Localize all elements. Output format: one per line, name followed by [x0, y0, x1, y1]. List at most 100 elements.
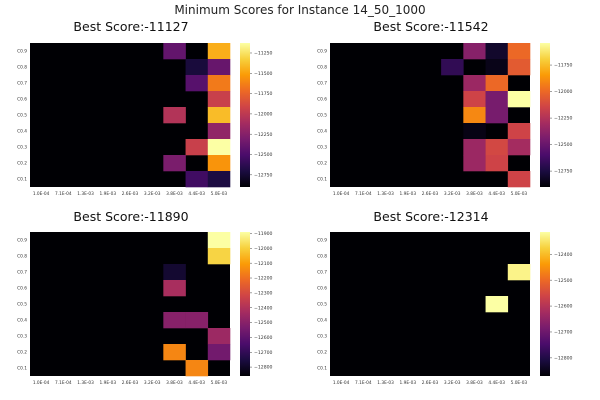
x-tick-label: 3.8E-03 [466, 191, 483, 197]
heatmap-cell [163, 344, 186, 361]
heatmap-cell [207, 43, 231, 60]
panel-title: Best Score:-11890 [73, 209, 188, 224]
heatmap-cell [185, 59, 209, 76]
colorbar-tick-label: −12700 [254, 350, 273, 356]
heatmap-cell [207, 75, 231, 92]
x-tick-label: 5.0E-03 [511, 380, 528, 386]
y-tick-label: C0.2 [317, 350, 327, 356]
heatmap-cell [185, 360, 209, 377]
x-tick-label: 5.0E-03 [211, 380, 228, 386]
heatmap-cell [163, 107, 186, 124]
heatmap-cell [207, 139, 231, 156]
panel-title: Best Score:-12314 [373, 209, 488, 224]
heatmap-cell [463, 43, 486, 60]
heatmap-cell [163, 280, 186, 297]
x-tick-label: 1.0E-04 [333, 191, 350, 197]
x-tick-label: 1.3E-03 [377, 191, 394, 197]
y-tick-label: C0.7 [317, 270, 327, 276]
heatmap-cell [463, 107, 486, 124]
heatmap-cell [463, 123, 486, 140]
x-tick-label: 7.1E-04 [55, 191, 72, 197]
x-tick-label: 7.1E-04 [55, 380, 72, 386]
heatmap-cell [485, 139, 509, 156]
heatmap-cell [485, 59, 509, 76]
colorbar-tick-label: −11900 [254, 231, 273, 237]
y-tick-label: C0.7 [17, 81, 27, 87]
colorbar-tick-label: −12500 [254, 320, 273, 326]
y-tick-label: C0.9 [317, 49, 327, 55]
colorbar-tick-label: −12000 [554, 89, 573, 95]
y-tick-label: C0.6 [317, 286, 327, 292]
x-tick-label: 5.0E-03 [211, 191, 228, 197]
heatmap-cell [207, 328, 231, 345]
x-tick-label: 4.4E-03 [488, 380, 505, 386]
y-tick-label: C0.4 [17, 129, 27, 135]
colorbar-tick-label: −12600 [254, 335, 273, 341]
y-tick-label: C0.7 [317, 81, 327, 87]
colorbar [240, 232, 250, 376]
panel-title: Best Score:-11127 [73, 19, 188, 34]
x-tick-label: 1.9E-03 [99, 380, 116, 386]
colorbar-tick-label: −12500 [254, 152, 273, 158]
x-tick-label: 3.8E-03 [166, 380, 183, 386]
heatmap-cell [185, 171, 209, 188]
colorbar-tick-label: −12100 [254, 261, 273, 267]
heatmap-cell [163, 264, 186, 281]
colorbar-tick-label: −12250 [554, 116, 573, 122]
heatmap-cell [207, 59, 231, 76]
heatmap-cell [485, 91, 509, 108]
heatmap-cell [441, 59, 464, 76]
heatmap-panel-1: Best Score:-11127 C0.9 C0.8 C0.7 C0.6 C0.5 C0.… [17, 19, 272, 197]
y-tick-label: C0.8 [317, 254, 327, 260]
y-tick-label: C0.5 [317, 302, 327, 308]
x-tick-label: 1.3E-03 [77, 191, 94, 197]
heatmap-cell [485, 155, 509, 172]
x-tick-label: 3.2E-03 [444, 191, 461, 197]
figure-title: Minimum Scores for Instance 14_50_1000 [174, 3, 425, 17]
heatmap-cell [463, 139, 486, 156]
heatmap-cell [485, 43, 509, 60]
y-tick-label: C0.4 [317, 318, 327, 324]
colorbar-tick-label: −12800 [554, 355, 573, 361]
colorbar-tick-label: −11500 [254, 71, 273, 77]
x-tick-label: 7.1E-04 [355, 191, 372, 197]
x-tick-label: 3.2E-03 [444, 380, 461, 386]
y-tick-label: C0.8 [317, 65, 327, 71]
colorbar-tick-label: −12750 [554, 169, 573, 175]
colorbar-tick-label: −12250 [254, 132, 273, 138]
y-tick-label: C0.4 [317, 129, 327, 135]
colorbar-tick-label: −11250 [254, 51, 273, 57]
heatmap-cell [207, 248, 231, 265]
y-tick-label: C0.3 [17, 334, 27, 340]
colorbar-tick-label: −12600 [554, 304, 573, 310]
colorbar-tick-label: −11750 [554, 63, 573, 69]
heatmap-cell [207, 344, 231, 361]
colorbar [540, 232, 550, 376]
x-tick-label: 1.9E-03 [399, 380, 416, 386]
heatmap-cell [485, 107, 509, 124]
heatmap-cell [185, 139, 209, 156]
heatmap-cell [207, 91, 231, 108]
x-tick-label: 3.8E-03 [166, 191, 183, 197]
x-tick-label: 3.8E-03 [466, 380, 483, 386]
y-tick-label: C0.5 [17, 302, 27, 308]
colorbar-tick-label: −12300 [254, 290, 273, 296]
colorbar-tick-label: −12700 [554, 330, 573, 336]
colorbar [540, 43, 550, 187]
x-tick-label: 2.6E-03 [122, 191, 139, 197]
colorbar-tick-label: −12500 [554, 142, 573, 148]
x-tick-label: 1.9E-03 [99, 191, 116, 197]
y-tick-label: C0.9 [17, 49, 27, 55]
x-tick-label: 4.4E-03 [188, 191, 205, 197]
y-tick-label: C0.6 [317, 97, 327, 103]
x-tick-label: 2.6E-03 [422, 191, 439, 197]
plot-area [30, 232, 230, 376]
y-tick-label: C0.7 [17, 270, 27, 276]
heatmap-panel-4: Best Score:-12314 C0.9 C0.8 C0.7 C0.6 C0.5 C0.… [317, 209, 572, 386]
y-tick-label: C0.2 [17, 350, 27, 356]
x-tick-label: 1.3E-03 [77, 380, 94, 386]
y-tick-label: C0.9 [317, 238, 327, 244]
heatmap-cell [463, 75, 486, 92]
x-tick-label: 1.9E-03 [399, 191, 416, 197]
